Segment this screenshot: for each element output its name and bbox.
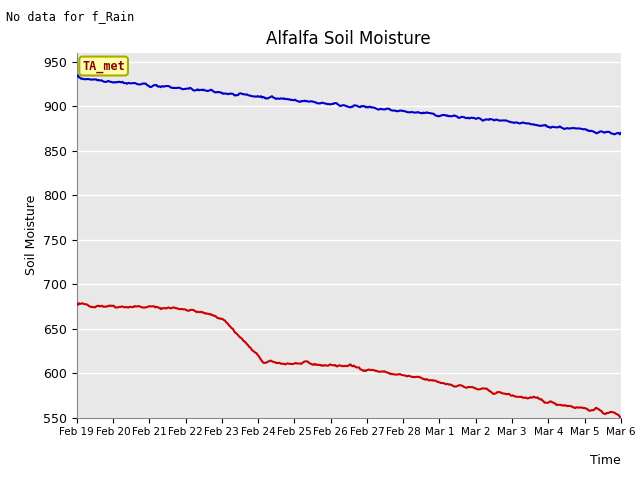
- Title: Alfalfa Soil Moisture: Alfalfa Soil Moisture: [266, 30, 431, 48]
- Text: TA_met: TA_met: [82, 60, 125, 72]
- Text: No data for f_Rain: No data for f_Rain: [6, 10, 134, 23]
- Text: Time: Time: [590, 454, 621, 467]
- Legend: Theta10cm, Theta20cm: Theta10cm, Theta20cm: [239, 475, 459, 480]
- Y-axis label: Soil Moisture: Soil Moisture: [24, 195, 38, 276]
